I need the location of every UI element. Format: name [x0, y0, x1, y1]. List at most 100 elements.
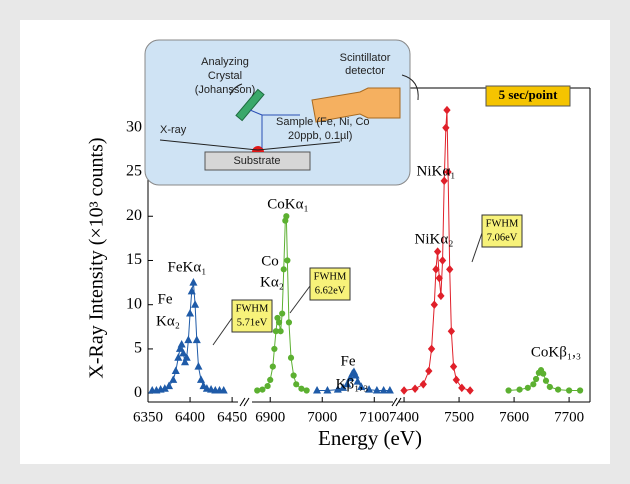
data-point	[425, 366, 433, 376]
data-point	[530, 381, 537, 388]
x-tick-label: 6450	[217, 409, 247, 425]
annotation: NiKα₁	[417, 163, 456, 179]
data-point	[430, 300, 438, 309]
data-point	[546, 383, 553, 391]
rate-box	[485, 85, 571, 107]
fwhm-box	[481, 214, 523, 248]
fwhm-text: FWHM	[486, 218, 519, 229]
data-point	[576, 387, 584, 394]
data-point	[339, 383, 348, 391]
data-point	[169, 375, 178, 383]
data-point	[372, 385, 381, 394]
annotation: CoKα₁	[267, 196, 308, 212]
data-point	[444, 167, 452, 177]
data-point	[179, 348, 188, 357]
detector	[311, 87, 401, 123]
y-tick-label: 15	[126, 251, 142, 268]
data-point	[219, 385, 228, 394]
data-point	[293, 381, 300, 388]
data-point	[442, 123, 450, 133]
fwhm-text: 5.71eV	[237, 317, 268, 328]
x-tick-label: 7700	[554, 409, 584, 425]
inset-label: detector	[345, 65, 385, 77]
data-point	[440, 176, 448, 186]
x-axis-label: Energy (eV)	[318, 426, 422, 450]
inset-label: Substrate	[233, 155, 280, 167]
fwhm-pointer	[212, 317, 233, 346]
data-point	[542, 377, 550, 384]
data-point	[287, 354, 295, 361]
data-point	[385, 385, 394, 394]
data-point	[290, 372, 297, 379]
data-point	[171, 366, 180, 375]
data-point	[540, 370, 547, 377]
fwhm-box	[231, 299, 273, 333]
data-point	[466, 386, 474, 395]
rate-label: 5 sec/point	[499, 87, 559, 102]
x-tick-label: 6400	[175, 409, 205, 425]
data-point	[192, 335, 201, 344]
y-axis-label: X-Ray Intensity (×10³ counts)	[86, 137, 108, 378]
sample-dot	[252, 146, 264, 152]
data-point	[180, 357, 190, 366]
inset-label: Crystal	[208, 70, 242, 82]
data-point	[323, 385, 332, 394]
x-tick-label: 7600	[499, 409, 529, 425]
data-point	[191, 300, 200, 308]
data-point	[187, 286, 196, 295]
inset: Analyzing Crystal (Johansson) Scintillatord…	[144, 39, 419, 186]
data-point	[279, 310, 286, 317]
y-tick-label: 5	[134, 340, 142, 357]
data-point	[357, 382, 366, 390]
data-point	[435, 273, 443, 283]
x-tick-label: 7400	[389, 409, 419, 425]
data-point	[202, 384, 211, 392]
data-point	[182, 353, 191, 361]
data-point	[298, 385, 305, 392]
annotation: CoKβ₁,₃	[531, 344, 581, 360]
data-point	[285, 319, 293, 326]
fwhm-text: 7.06eV	[487, 232, 518, 243]
data-point	[267, 376, 274, 383]
annotation: Kα₂	[260, 274, 284, 290]
inset-label: 20ppb, 0.1µl)	[288, 130, 352, 142]
inset-label: Sample (Fe, Ni, Co	[276, 116, 370, 128]
data-point	[303, 387, 310, 394]
data-point	[532, 375, 540, 383]
data-point	[189, 278, 198, 286]
data-point	[174, 353, 183, 361]
y-tick-label: 10	[126, 295, 142, 312]
data-point	[419, 380, 427, 389]
fwhm-pointer	[289, 285, 311, 314]
inset-label: X-ray	[160, 124, 187, 136]
data-point	[447, 326, 456, 336]
data-point	[351, 370, 360, 379]
data-point	[199, 381, 208, 390]
data-point	[280, 266, 287, 273]
data-point	[505, 387, 512, 394]
data-point	[365, 385, 374, 393]
fwhm-pointer	[471, 232, 483, 263]
data-point	[554, 386, 562, 393]
data-point	[275, 319, 283, 326]
fwhm-text: FWHM	[236, 303, 269, 314]
data-point	[437, 291, 445, 301]
data-point	[452, 375, 460, 385]
inset-label: Scintillator	[340, 52, 391, 64]
annotation: Kβ₁,₃	[336, 376, 369, 392]
data-point	[432, 265, 440, 274]
data-point	[283, 213, 290, 220]
data-point	[184, 335, 193, 344]
data-point	[446, 265, 454, 274]
y-tick-label: 0	[134, 384, 142, 401]
data-point	[196, 375, 206, 383]
data-point	[443, 105, 451, 115]
data-point	[458, 383, 466, 393]
y-tick-label: 25	[126, 163, 142, 180]
data-point	[524, 384, 531, 391]
data-point	[400, 386, 408, 395]
x-tick-label: 7500	[444, 409, 474, 425]
data-point	[353, 377, 362, 385]
x-tick-label: 6350	[133, 409, 163, 425]
